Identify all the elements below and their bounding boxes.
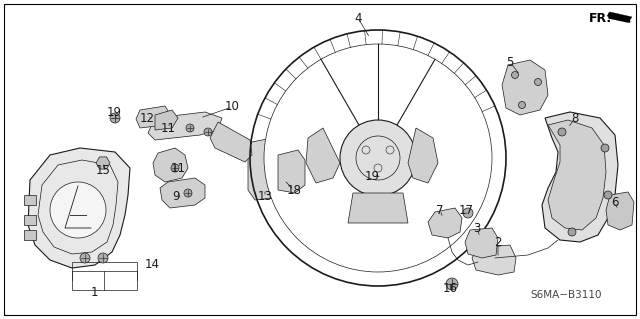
Circle shape: [50, 182, 106, 238]
Circle shape: [568, 228, 576, 236]
Text: 3: 3: [474, 221, 481, 234]
Polygon shape: [96, 157, 110, 169]
Text: 10: 10: [225, 100, 239, 114]
Polygon shape: [160, 178, 205, 208]
Circle shape: [340, 120, 416, 196]
Text: 19: 19: [106, 106, 122, 118]
Polygon shape: [609, 13, 630, 22]
Circle shape: [80, 253, 90, 263]
Circle shape: [518, 101, 525, 108]
Circle shape: [534, 78, 541, 85]
Text: 16: 16: [442, 283, 458, 295]
Circle shape: [604, 191, 612, 199]
Text: 5: 5: [506, 56, 514, 69]
Text: 19: 19: [365, 170, 380, 183]
Text: 14: 14: [145, 258, 159, 271]
Polygon shape: [428, 208, 462, 238]
Polygon shape: [465, 228, 498, 258]
Circle shape: [601, 144, 609, 152]
Text: 7: 7: [436, 204, 444, 217]
Polygon shape: [502, 60, 548, 115]
Bar: [24, 215, 36, 225]
Circle shape: [98, 253, 108, 263]
Polygon shape: [148, 112, 222, 140]
Polygon shape: [408, 128, 438, 183]
Bar: [72, 262, 137, 290]
Circle shape: [446, 278, 458, 290]
Circle shape: [186, 124, 194, 132]
Circle shape: [558, 128, 566, 136]
Polygon shape: [348, 193, 408, 223]
Polygon shape: [153, 148, 188, 182]
Polygon shape: [472, 245, 516, 275]
Circle shape: [511, 71, 518, 78]
Circle shape: [463, 208, 473, 218]
Text: 18: 18: [287, 183, 301, 197]
Polygon shape: [28, 148, 130, 268]
Text: S6MA−B3110: S6MA−B3110: [530, 290, 602, 300]
Polygon shape: [155, 110, 178, 130]
Polygon shape: [210, 122, 252, 162]
Circle shape: [171, 164, 179, 172]
Polygon shape: [548, 120, 606, 230]
Text: 17: 17: [458, 204, 474, 217]
Polygon shape: [542, 112, 618, 242]
Text: 15: 15: [95, 164, 111, 176]
Polygon shape: [607, 12, 632, 21]
Circle shape: [264, 44, 492, 272]
Text: 2: 2: [494, 236, 502, 249]
Polygon shape: [248, 138, 280, 200]
Text: 6: 6: [611, 196, 619, 209]
Text: 4: 4: [355, 11, 362, 25]
Circle shape: [110, 113, 120, 123]
Text: 13: 13: [257, 190, 273, 204]
Circle shape: [184, 189, 192, 197]
Text: 9: 9: [172, 189, 180, 203]
Bar: [24, 195, 36, 205]
Text: 11: 11: [161, 122, 175, 135]
Text: 11: 11: [170, 161, 186, 174]
Polygon shape: [606, 192, 634, 230]
Text: FR.: FR.: [589, 11, 612, 25]
Polygon shape: [306, 128, 340, 183]
Polygon shape: [278, 150, 305, 193]
Text: 8: 8: [572, 112, 579, 124]
Text: 1: 1: [90, 286, 98, 300]
Circle shape: [204, 128, 212, 136]
Bar: [24, 230, 36, 240]
Polygon shape: [136, 106, 170, 128]
Text: 12: 12: [140, 112, 154, 124]
